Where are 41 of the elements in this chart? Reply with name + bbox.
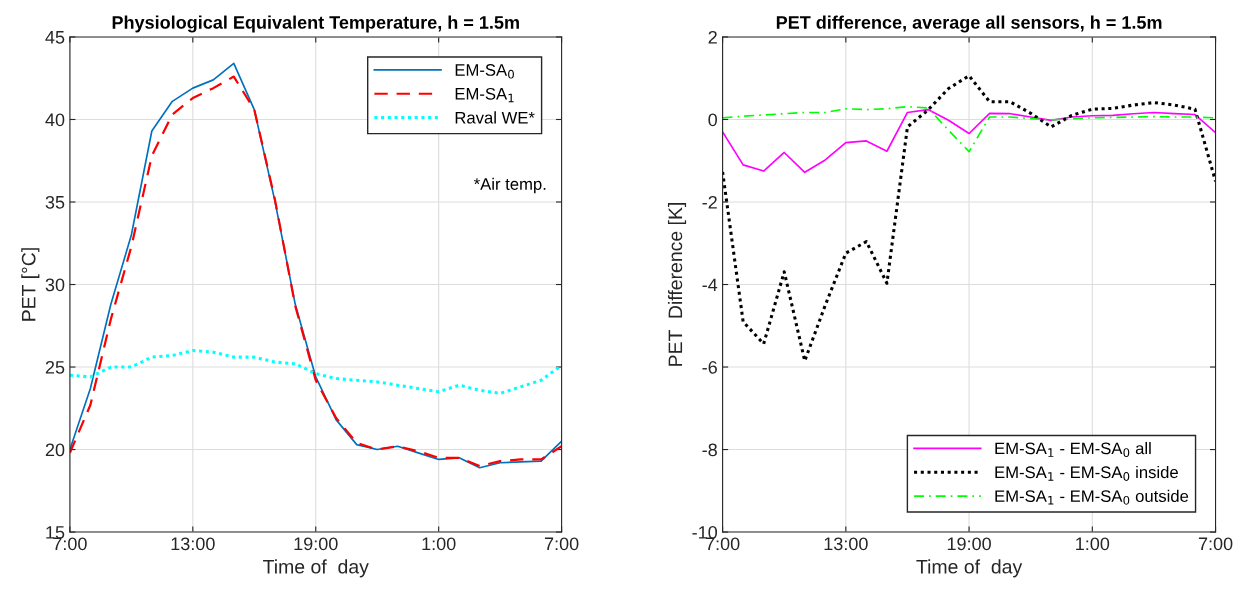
x-tick-label: 19:00 [947,537,991,551]
y-tick-label: 40 [45,113,65,127]
y-tick-label: 30 [45,278,65,292]
line-series [722,74,1216,363]
x-tick-label: 13:00 [171,537,215,551]
legend-label: EM-SA$_{1}$ [455,87,514,103]
y-axis-title: PET [°C] [21,248,40,321]
line-series [722,108,1216,174]
legend-label: EM-SA$_{1}$ - EM-SA$_{0}$ outside [995,489,1189,505]
legend-label: EM-SA$_{1}$ - EM-SA$_{0}$ inside [995,465,1178,481]
y-tick-label: 20 [45,443,65,457]
y-tick-label: 2 [708,30,717,44]
legend-label: Raval WE* [455,111,535,124]
x-tick-label: 7:00 [1198,537,1233,551]
y-tick-label: -4 [702,278,718,292]
chart-title: Physiological Equivalent Temperature, h = 1.5m [112,15,519,33]
y-tick-label: -2 [702,195,717,209]
x-tick-label: 7:00 [705,537,740,551]
annotation: *Air temp. [473,177,546,194]
legend-label: EM-SA$_{1}$ - EM-SA$_{0}$ all [995,442,1151,458]
y-axis-title: PET Difference [K] [667,203,687,366]
line-series [69,349,562,395]
y-tick-label: -8 [702,443,717,457]
chart-title: PET difference, average all sensors, h = 1.5m [776,15,1162,33]
x-tick-label: 19:00 [294,537,338,551]
x-tick-label: 1:00 [1076,537,1110,551]
x-tick-label: 1:00 [422,537,456,551]
y-tick-label: 0 [708,113,718,127]
y-tick-label: 25 [45,360,65,374]
y-tick-label: 15 [46,526,65,539]
line-series [722,105,1216,153]
y-tick-label: -6 [702,360,717,374]
x-tick-label: 7:00 [53,537,87,551]
y-tick-label: 45 [45,31,65,44]
y-tick-label: -10 [692,526,718,539]
legend-label: EM-SA$_{0}$ [455,64,514,79]
x-axis-title: Time of day [916,559,1023,578]
x-tick-label: 7:00 [544,537,579,551]
y-tick-label: 35 [45,195,65,209]
x-tick-label: 13:00 [824,537,868,551]
x-axis-title: Time of day [263,559,369,578]
